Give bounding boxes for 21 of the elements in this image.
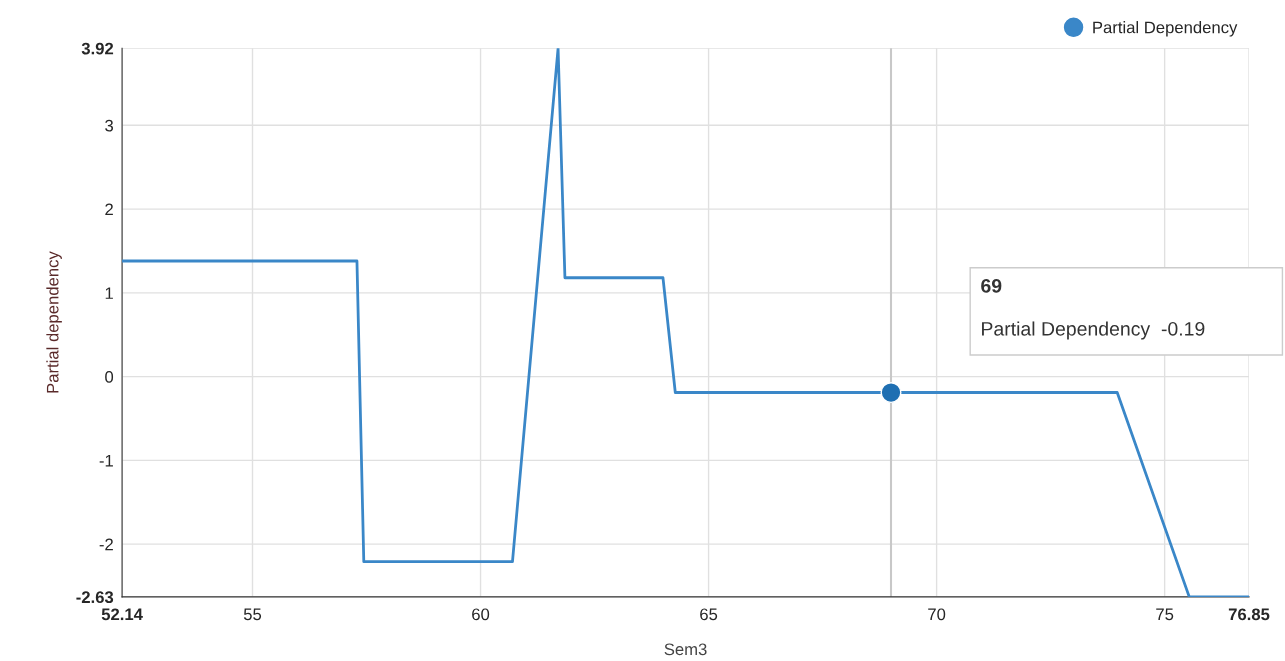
y-tick-label: 0 [105,370,114,383]
y-tick-label: -1 [99,454,113,467]
y-tick-label: 3.92 [81,42,114,55]
annotation: 69 [981,278,1002,293]
x-tick-label: 52.14 [101,608,143,621]
x-tick-label: 70 [928,608,946,621]
y-tick-label: -2 [99,538,113,551]
y-tick-label: 3 [105,119,114,132]
legend-label: Partial Dependency [1093,21,1238,37]
x-tick-label: 55 [243,608,262,621]
x-tick-label: 60 [472,608,490,621]
line-series [122,48,1250,597]
x-axis-title: Sem3 [664,643,707,656]
x-tick-label: 76.85 [1228,608,1270,621]
x-tick-label: 75 [1156,608,1174,621]
y-tick-label: 1 [105,287,113,299]
annotation: Partial Dependency -0.19 [982,321,1205,340]
y-tick-label: 2 [105,203,113,216]
x-tick-label: 65 [700,608,718,621]
y-tick-label: -2.63 [76,591,114,604]
y-axis-title: Partial dependency [46,251,62,393]
